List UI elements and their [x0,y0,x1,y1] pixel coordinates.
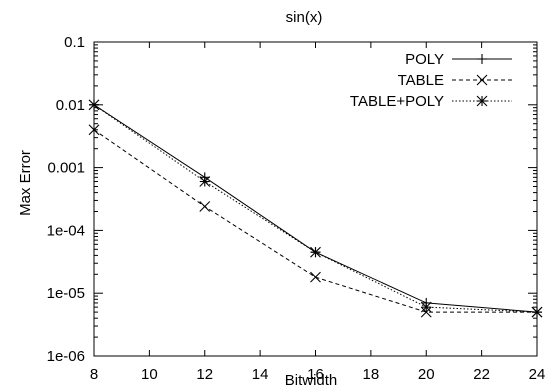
data-point-table-poly [531,306,543,318]
data-point-table-poly [88,99,100,111]
x-tick-label: 20 [418,366,435,383]
legend-marker-poly [477,54,487,64]
x-tick-label: 12 [196,366,213,383]
axis-ticks: 8 10 12 14 16 18 20 22 24 0.1 0.01 0.001 1e-04 1e-05 1… [47,34,546,383]
legend-label-poly: POLY [405,51,444,68]
data-point-table [199,201,211,212]
x-tick-label: 14 [252,366,269,383]
y-tick-label: 1e-04 [47,222,85,239]
chart-title: sin(x) [286,9,323,26]
x-tick-label: 8 [90,366,98,383]
y-tick-label: 1e-05 [47,285,85,302]
x-tick-label: 18 [363,366,380,383]
x-tick-label: 24 [529,366,546,383]
x-axis-label: Bitwidth [285,372,338,389]
x-tick-label: 16 [307,366,324,383]
data-point-table-poly [199,176,211,187]
legend-marker-table-poly [476,95,488,107]
legend-marker-table [476,74,488,86]
x-tick-label: 22 [473,366,490,383]
series-line-poly [93,104,538,313]
x-tick-label: 10 [141,366,158,383]
legend-label-table-poly: TABLE+POLY [350,93,444,110]
series-line-table [93,129,537,313]
y-tick-label: 1e-06 [47,348,85,365]
legend: POLY TABLE TABLE+POLY [350,51,512,110]
series-line-table-poly [93,104,538,313]
data-point-table-poly [310,246,321,258]
data-point-table [310,271,321,283]
y-tick-label: 0.1 [64,34,85,51]
y-axis-label: Max Error [17,150,34,216]
data-point-table [88,124,100,136]
y-tick-label: 0.01 [56,97,85,114]
legend-label-table: TABLE [398,72,444,89]
y-tick-label: 0.001 [47,160,85,177]
data-point-table-poly [420,301,432,313]
series-layer [88,99,543,318]
